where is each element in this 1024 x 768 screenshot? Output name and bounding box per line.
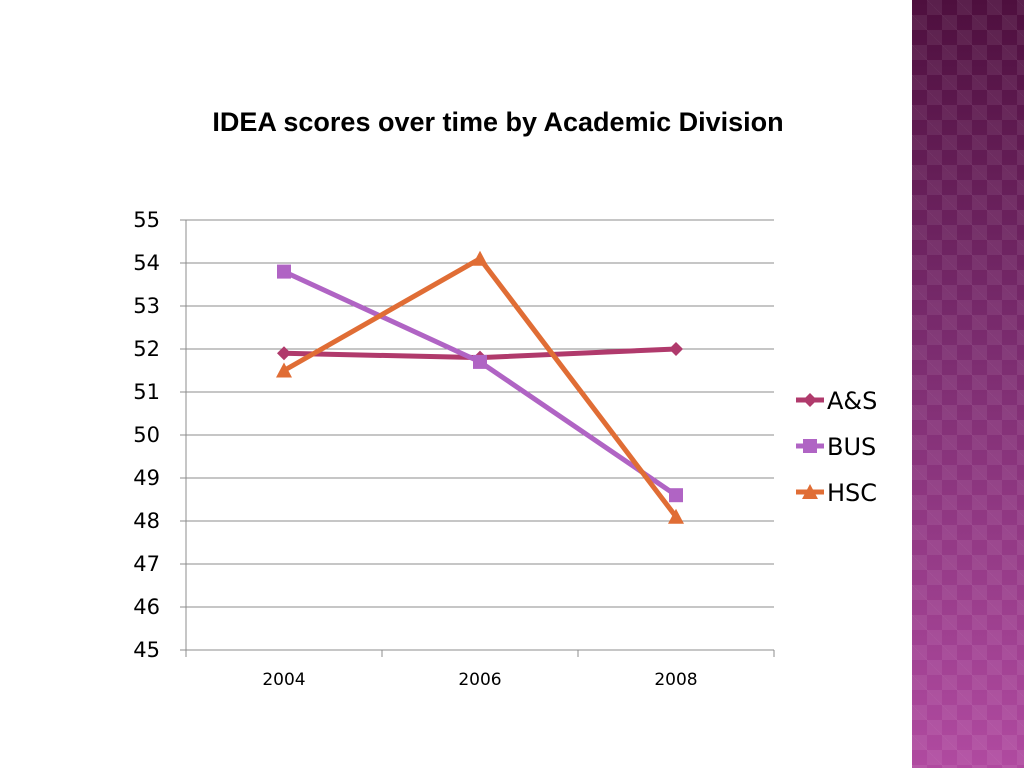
legend-marker xyxy=(802,484,818,499)
y-tick-label: 49 xyxy=(133,466,160,490)
data-point xyxy=(473,354,487,369)
y-tick-label: 47 xyxy=(133,552,160,576)
gridlines xyxy=(186,219,774,608)
y-tick-label: 54 xyxy=(133,251,160,275)
data-point xyxy=(668,508,684,524)
series-bus xyxy=(277,264,683,503)
y-tick-label: 55 xyxy=(133,208,160,232)
legend-marker xyxy=(803,393,817,407)
legend-label: HSC xyxy=(827,479,877,507)
x-tick-labels: 2004 2006 2008 xyxy=(262,670,697,690)
y-tick-label: 51 xyxy=(133,380,160,404)
data-point xyxy=(669,342,683,356)
legend-marker xyxy=(803,439,817,453)
legend: A&S BUS HSC xyxy=(796,387,877,507)
y-tick-label: 53 xyxy=(133,294,160,318)
x-tick-label: 2004 xyxy=(262,670,305,690)
legend-item: A&S xyxy=(796,387,877,415)
y-tick-label: 45 xyxy=(133,638,160,662)
series-hsc xyxy=(276,250,684,524)
data-point xyxy=(276,362,292,378)
data-point xyxy=(669,488,683,503)
y-tick-label: 46 xyxy=(133,595,160,619)
x-tick-label: 2008 xyxy=(654,670,697,690)
y-tick-label: 52 xyxy=(133,337,160,361)
series xyxy=(276,250,684,524)
y-tick-label: 48 xyxy=(133,509,160,533)
data-point xyxy=(277,264,291,279)
y-tick-label: 50 xyxy=(133,423,160,447)
chart-title: IDEA scores over time by Academic Divisi… xyxy=(212,107,783,137)
data-point xyxy=(472,250,488,266)
data-point xyxy=(277,346,291,361)
legend-item: HSC xyxy=(796,479,877,507)
decorative-side-band xyxy=(912,0,1024,768)
y-tick-labels: 45 46 47 48 49 50 51 52 53 54 55 xyxy=(133,208,160,662)
axes xyxy=(180,219,775,657)
legend-label: BUS xyxy=(827,433,876,461)
series-line xyxy=(281,269,679,498)
x-tick-label: 2006 xyxy=(458,670,501,690)
legend-item: BUS xyxy=(796,433,876,461)
legend-label: A&S xyxy=(827,387,877,415)
